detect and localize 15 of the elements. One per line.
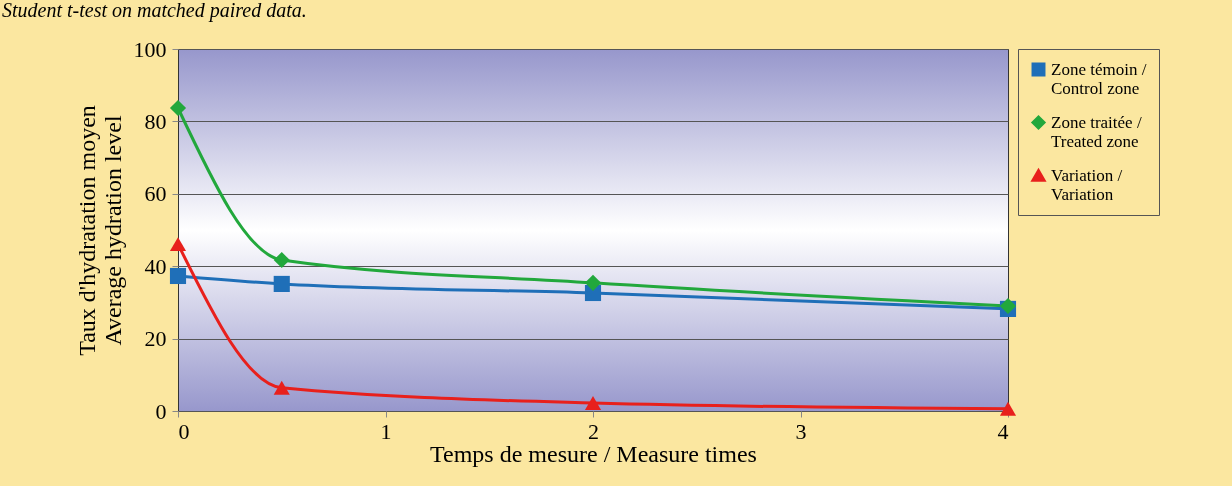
y-tick-label: 20: [144, 326, 167, 352]
legend-label: Variation / Variation: [1051, 165, 1123, 204]
y-axis-title: Taux d'hydratation moyen Average hydration level: [73, 105, 126, 356]
y-tick-label: 60: [144, 181, 167, 207]
y-tick-label: 40: [144, 253, 167, 279]
legend-label: Zone traitée / Treated zone: [1051, 112, 1142, 151]
x-tick-label: 4: [997, 418, 1009, 444]
x-tick-label: 0: [178, 418, 190, 444]
x-tick-label: 1: [380, 418, 392, 444]
text: Student t-test on matched paired data.: [2, 0, 307, 21]
y-tick-label: 80: [144, 108, 167, 134]
legend-label: Zone témoin / Control zone: [1051, 59, 1147, 98]
x-tick-label: 3: [795, 418, 807, 444]
y-tick-label: 100: [133, 36, 167, 62]
y-tick-label: 0: [155, 398, 167, 424]
